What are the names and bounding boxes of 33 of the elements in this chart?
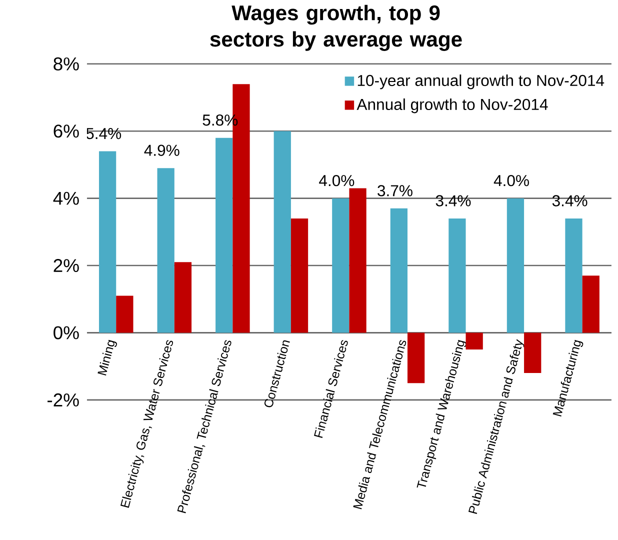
bar bbox=[332, 198, 350, 333]
bar bbox=[466, 332, 483, 350]
y-tick-label: 2% bbox=[54, 259, 79, 272]
bar bbox=[174, 262, 192, 333]
y-tick-label: 6% bbox=[54, 124, 79, 138]
data-label: 3.7% bbox=[378, 185, 412, 196]
y-tick-label: 0% bbox=[54, 326, 79, 340]
x-tick-label: Financial Services bbox=[314, 340, 348, 438]
bar bbox=[390, 208, 408, 333]
bar bbox=[407, 332, 425, 384]
legend-label: Annual growth to Nov-2014 bbox=[356, 98, 548, 114]
bar bbox=[565, 218, 582, 333]
data-label: 5.4% bbox=[86, 128, 122, 140]
data-label: 4.0% bbox=[494, 175, 529, 186]
y-tick-label: 4% bbox=[53, 192, 79, 205]
bar bbox=[98, 151, 116, 333]
bar bbox=[274, 131, 291, 333]
data-label: 4.0% bbox=[319, 175, 354, 186]
bar bbox=[157, 168, 174, 333]
bar bbox=[290, 218, 308, 333]
bar bbox=[448, 218, 466, 333]
legend-label: 10-year annual growth to Nov-2014 bbox=[358, 74, 604, 90]
bar bbox=[216, 138, 233, 333]
bar bbox=[582, 276, 600, 333]
y-tick-label: 8% bbox=[54, 58, 79, 71]
bar bbox=[506, 198, 524, 333]
data-label: 4.9% bbox=[144, 144, 180, 156]
x-tick-label: Mining bbox=[98, 340, 117, 376]
bar bbox=[524, 332, 542, 374]
bar bbox=[116, 296, 134, 333]
y-tick-label: -2% bbox=[48, 394, 79, 407]
chart-title: Wages growth, top 9 sectors by average wage bbox=[210, 5, 462, 52]
bar bbox=[349, 188, 366, 333]
